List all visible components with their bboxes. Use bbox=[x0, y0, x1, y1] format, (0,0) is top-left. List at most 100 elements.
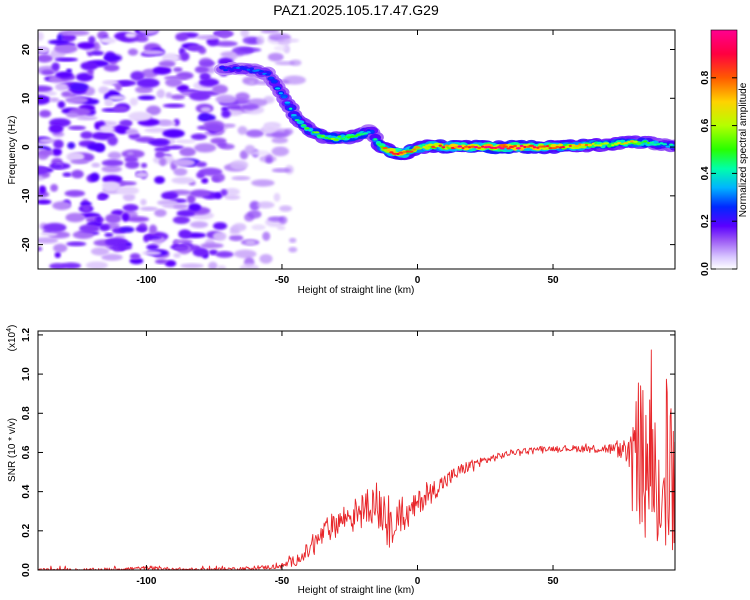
noise-blob bbox=[200, 242, 224, 249]
noise-blob bbox=[237, 126, 248, 135]
spectrogram-noise bbox=[38, 30, 306, 269]
noise-blob bbox=[199, 60, 216, 67]
noise-blob bbox=[129, 253, 141, 260]
noise-blob bbox=[93, 41, 100, 51]
noise-blob bbox=[154, 259, 168, 264]
x-tick-label: 50 bbox=[547, 576, 559, 587]
ridge-segment bbox=[441, 146, 446, 149]
noise-blob bbox=[239, 263, 259, 269]
ridge-segment bbox=[568, 144, 572, 147]
noise-blob bbox=[94, 143, 106, 153]
colorbar-tick-label: 0.0 bbox=[700, 262, 711, 276]
ridge-segment bbox=[580, 143, 587, 146]
noise-blob bbox=[99, 37, 117, 44]
noise-blob bbox=[38, 94, 51, 105]
ridge-segment bbox=[551, 147, 557, 150]
noise-blob bbox=[128, 111, 152, 122]
spectrogram-ridge bbox=[213, 61, 675, 161]
ridge-segment bbox=[387, 148, 396, 153]
ridge-segment bbox=[523, 145, 527, 149]
noise-blob bbox=[142, 49, 165, 55]
x-tick-label: -100 bbox=[136, 576, 156, 587]
noise-blob bbox=[167, 139, 174, 146]
ridge-segment bbox=[607, 143, 611, 147]
noise-blob bbox=[43, 222, 67, 233]
noise-blob bbox=[194, 143, 217, 153]
noise-blob bbox=[118, 242, 126, 252]
noise-blob bbox=[76, 115, 98, 121]
noise-blob bbox=[214, 40, 238, 47]
snr-line bbox=[38, 349, 675, 570]
y-tick-label: 0.2 bbox=[21, 523, 32, 537]
noise-blob bbox=[130, 70, 145, 81]
noise-blob bbox=[214, 191, 223, 200]
ridge-segment bbox=[243, 68, 248, 71]
ridge-segment bbox=[457, 145, 463, 148]
noise-blob bbox=[172, 158, 196, 167]
snr-scale-factor: (x104) bbox=[6, 325, 18, 352]
noise-blob bbox=[212, 176, 220, 182]
noise-blob bbox=[224, 194, 241, 200]
ridge-segment bbox=[489, 146, 496, 149]
noise-blob bbox=[161, 191, 179, 200]
noise-blob bbox=[38, 185, 47, 195]
noise-blob bbox=[119, 226, 135, 233]
noise-blob bbox=[94, 121, 101, 130]
noise-blob bbox=[122, 193, 136, 202]
noise-blob bbox=[139, 206, 158, 211]
ridge-segment bbox=[284, 101, 291, 104]
noise-blob bbox=[101, 253, 123, 261]
ridge-segment bbox=[444, 144, 449, 147]
ridge-segment bbox=[392, 152, 398, 155]
noise-blob bbox=[102, 174, 123, 184]
noise-blob bbox=[50, 183, 58, 192]
noise-blob bbox=[38, 138, 57, 144]
ridge-segment bbox=[350, 135, 355, 138]
noise-blob bbox=[39, 109, 52, 118]
ridge-segment bbox=[333, 138, 339, 141]
spectrogram-x-ticks: -100 -50 0 50 bbox=[136, 30, 559, 286]
ridge-segment bbox=[627, 141, 631, 144]
ridge-segment bbox=[499, 147, 505, 150]
noise-blob bbox=[194, 65, 209, 74]
spectrogram-y-label: Frequency (Hz) bbox=[7, 116, 18, 185]
noise-blob bbox=[162, 129, 185, 138]
noise-blob bbox=[158, 60, 176, 68]
noise-blob bbox=[212, 222, 228, 230]
noise-blob bbox=[268, 33, 290, 39]
noise-blob bbox=[70, 159, 89, 165]
svg-text:(x104): (x104) bbox=[6, 325, 18, 352]
noise-blob bbox=[48, 39, 70, 45]
noise-blob bbox=[251, 224, 266, 231]
spectrogram-y-ticks: -20 -10 0 10 20 bbox=[21, 44, 675, 252]
x-tick-label: -50 bbox=[275, 576, 290, 587]
noise-blob bbox=[289, 59, 302, 66]
noise-blob bbox=[148, 224, 158, 235]
ridge-segment bbox=[230, 68, 234, 71]
noise-blob bbox=[127, 48, 139, 56]
noise-blob bbox=[142, 251, 162, 256]
x-tick-label: -50 bbox=[275, 275, 290, 286]
noise-blob bbox=[165, 77, 183, 88]
ridge-segment bbox=[448, 145, 452, 148]
snr-scale-suffix: ) bbox=[7, 325, 18, 328]
ridge-segment bbox=[434, 144, 440, 148]
noise-blob bbox=[288, 237, 297, 243]
noise-blob bbox=[135, 35, 149, 43]
noise-blob bbox=[65, 96, 89, 104]
noise-blob bbox=[65, 30, 90, 36]
ridge-segment bbox=[536, 146, 540, 149]
ridge-segment bbox=[559, 146, 563, 149]
noise-blob bbox=[156, 89, 165, 99]
noise-blob bbox=[162, 53, 180, 63]
noise-blob bbox=[172, 216, 191, 225]
noise-blob bbox=[196, 171, 206, 179]
noise-blob bbox=[224, 188, 240, 196]
noise-blob bbox=[242, 36, 261, 45]
snr-series bbox=[38, 349, 675, 570]
noise-blob bbox=[64, 190, 86, 197]
ridge-segment bbox=[508, 145, 515, 148]
ridge-segment bbox=[591, 142, 595, 145]
noise-blob bbox=[53, 139, 64, 149]
